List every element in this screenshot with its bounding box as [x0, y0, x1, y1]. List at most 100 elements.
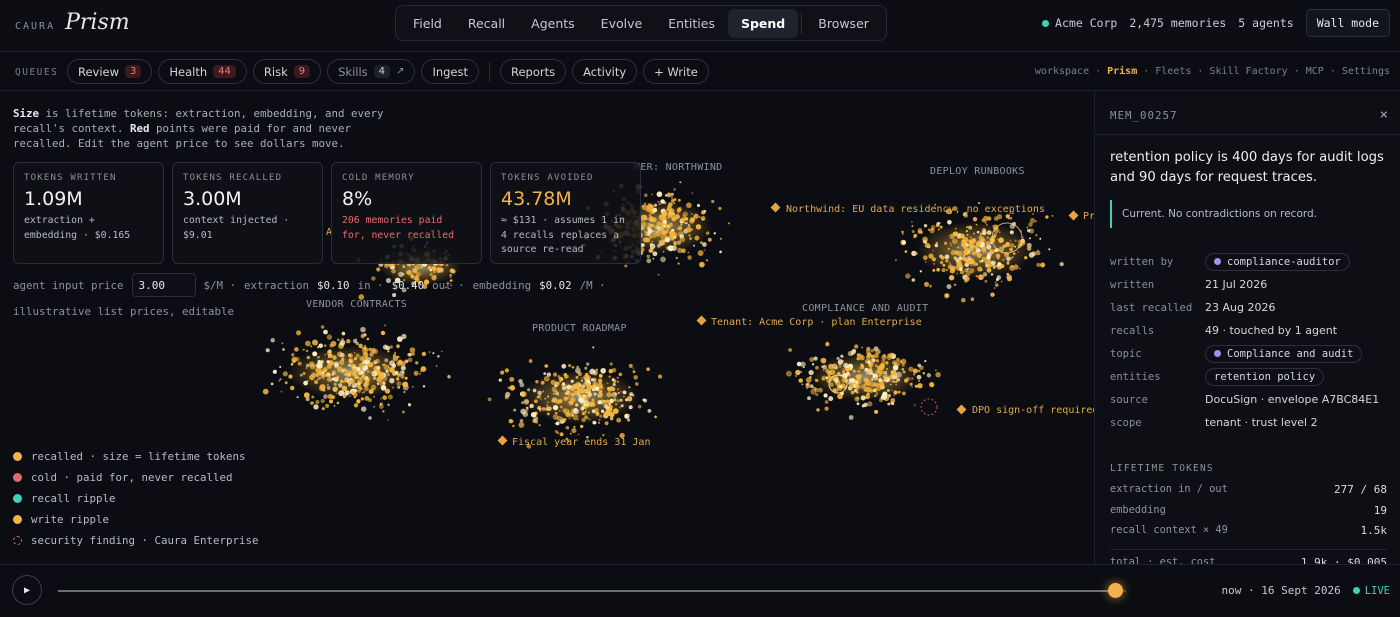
timeline-track[interactable] — [58, 583, 1126, 598]
memory-point — [968, 260, 973, 265]
tab-browser[interactable]: Browser — [818, 15, 869, 31]
crumb-fleets[interactable]: Fleets — [1155, 66, 1192, 77]
memory-point — [959, 270, 965, 275]
memory-point — [711, 199, 715, 204]
entity-partial-right[interactable]: Pr — [1068, 210, 1094, 222]
tab-evolve[interactable]: Evolve — [600, 15, 643, 31]
memory-point — [891, 389, 893, 392]
entity-dpo[interactable]: DPO sign-off required — [956, 404, 1094, 416]
memory-point — [809, 357, 815, 362]
activity-button[interactable]: Activity — [572, 59, 638, 84]
reports-button[interactable]: Reports — [500, 59, 567, 84]
memory-point — [637, 404, 642, 409]
memory-point — [320, 325, 325, 329]
tab-spend[interactable]: Spend — [727, 8, 799, 38]
memory-point — [386, 372, 390, 377]
entity-northwind[interactable]: Northwind: EU data residency, no excepti… — [770, 202, 1045, 215]
timeline-scrubber-handle[interactable] — [1108, 583, 1124, 598]
agent-price-input[interactable] — [131, 273, 196, 297]
memory-point — [697, 250, 704, 257]
entity-tenant[interactable]: Tenant: Acme Corp · plan Enterprise — [696, 315, 922, 328]
org-selector[interactable]: Acme Corp — [1042, 16, 1117, 30]
write-button[interactable]: + Write — [643, 59, 709, 84]
crumb-settings[interactable]: Settings — [1341, 66, 1390, 77]
memory-point — [962, 256, 967, 262]
security-finding-ring — [920, 398, 938, 416]
memory-point — [994, 248, 999, 253]
memory-point — [559, 432, 564, 437]
card-tokens-avoided: TOKENS AVOIDED 43.78M ≈ $131 · assumes 1… — [490, 162, 641, 264]
wall-mode-button[interactable]: Wall mode — [1305, 9, 1390, 37]
queue-chips: Review 3 Health 44 Risk 9 Skills 4 ↗ Ingest R… — [67, 59, 709, 84]
memory-point — [687, 251, 690, 254]
queue-risk[interactable]: Risk 9 — [252, 59, 322, 84]
memory-point — [893, 361, 898, 366]
cluster-label-vendor[interactable]: VENDOR CONTRACTS — [306, 299, 407, 310]
memory-point — [610, 417, 614, 421]
cluster-label-compliance[interactable]: COMPLIANCE AND AUDIT — [802, 303, 928, 314]
cold-memory-point — [1017, 251, 1020, 253]
queue-review[interactable]: Review 3 — [67, 59, 153, 84]
queue-ingest[interactable]: Ingest — [421, 59, 479, 84]
memory-point — [361, 391, 364, 394]
crumb-prism[interactable]: Prism — [1107, 66, 1138, 77]
memory-point — [605, 408, 611, 414]
card-cold-memory[interactable]: COLD MEMORY 8% 206 memories paid for, ne… — [331, 162, 482, 264]
crumb-mcp[interactable]: MCP — [1305, 66, 1324, 77]
memory-point — [718, 206, 722, 211]
memory-point — [543, 372, 547, 375]
live-indicator[interactable]: LIVE — [1352, 585, 1390, 597]
queue-skills[interactable]: Skills 4 ↗ — [327, 59, 416, 84]
brand-logo[interactable]: CAURA Prism — [15, 10, 130, 35]
memory-point — [662, 250, 665, 253]
memory-point — [941, 268, 946, 273]
entity-fiscal[interactable]: Fiscal year ends 31 Jan — [497, 435, 651, 448]
memory-point — [997, 262, 1002, 267]
in-label: in · — [357, 278, 384, 292]
memory-point — [996, 213, 1003, 220]
cluster-label-deploy[interactable]: DEPLOY RUNBOOKS — [930, 166, 1025, 177]
memory-point — [616, 399, 621, 403]
memory-point — [552, 404, 559, 411]
memory-point — [934, 203, 937, 206]
topic-pill[interactable]: Compliance and audit — [1205, 344, 1363, 363]
queue-health[interactable]: Health 44 — [158, 59, 247, 84]
memory-point — [310, 345, 313, 348]
cold-memory-point — [933, 262, 936, 265]
tab-field[interactable]: Field — [413, 15, 442, 31]
cold-memory-point — [893, 394, 896, 397]
chip-label: Skills — [338, 64, 368, 79]
crumb-skill-factory[interactable]: Skill Factory — [1209, 66, 1288, 77]
crumb-workspace[interactable]: workspace — [1034, 66, 1090, 77]
memory-point — [949, 233, 955, 240]
memory-point — [700, 216, 706, 221]
tab-recall[interactable]: Recall — [467, 15, 506, 31]
prop-value: tenant · trust level 2 — [1205, 416, 1318, 429]
memory-point — [303, 380, 308, 386]
memory-point — [822, 364, 827, 370]
memory-point — [809, 384, 814, 389]
memory-point — [671, 239, 674, 241]
memory-point — [856, 402, 860, 406]
agent-pill[interactable]: compliance-auditor — [1205, 252, 1350, 271]
memory-point — [551, 386, 557, 392]
play-button[interactable]: ▶ — [12, 575, 42, 605]
memory-point — [942, 263, 946, 267]
cluster-label-roadmap[interactable]: PRODUCT ROADMAP — [532, 323, 627, 334]
memory-point — [817, 387, 823, 393]
embedding-price: $0.02 — [539, 278, 572, 292]
agent-dot-icon — [1214, 258, 1221, 265]
tab-agents[interactable]: Agents — [531, 15, 575, 31]
memory-point — [953, 283, 957, 287]
memory-point — [367, 361, 374, 368]
cluster-label-northwind[interactable]: MER: NORTHWIND — [634, 162, 723, 173]
entity-label-partial[interactable]: A — [326, 227, 332, 238]
close-icon[interactable]: × — [1379, 107, 1388, 123]
card-title: TOKENS AVOIDED — [501, 173, 594, 183]
memory-point — [428, 351, 431, 353]
entity-pill[interactable]: retention policy — [1205, 367, 1325, 386]
tab-entities[interactable]: Entities — [668, 15, 715, 31]
memory-point — [905, 273, 911, 279]
memory-point — [663, 219, 668, 224]
memory-point — [964, 250, 969, 255]
